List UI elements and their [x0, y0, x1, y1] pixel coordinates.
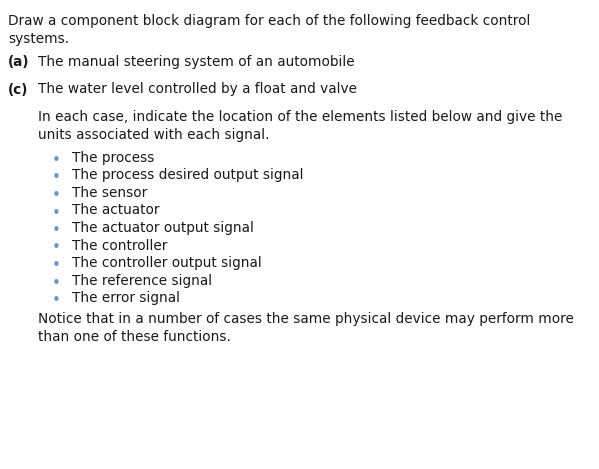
Text: •: •	[52, 241, 61, 256]
Text: The sensor: The sensor	[72, 186, 147, 200]
Text: The process: The process	[72, 151, 155, 165]
Text: The water level controlled by a float and valve: The water level controlled by a float an…	[38, 83, 357, 97]
Text: In each case, indicate the location of the elements listed below and give the: In each case, indicate the location of t…	[38, 110, 562, 124]
Text: •: •	[52, 171, 61, 186]
Text: The process desired output signal: The process desired output signal	[72, 168, 304, 182]
Text: The error signal: The error signal	[72, 291, 180, 305]
Text: The controller output signal: The controller output signal	[72, 256, 262, 270]
Text: The controller: The controller	[72, 239, 167, 252]
Text: (a): (a)	[8, 55, 29, 69]
Text: •: •	[52, 188, 61, 203]
Text: •: •	[52, 258, 61, 273]
Text: •: •	[52, 293, 61, 308]
Text: The manual steering system of an automobile: The manual steering system of an automob…	[38, 55, 355, 69]
Text: •: •	[52, 275, 61, 290]
Text: •: •	[52, 205, 61, 220]
Text: The actuator: The actuator	[72, 204, 159, 218]
Text: systems.: systems.	[8, 31, 69, 45]
Text: Draw a component block diagram for each of the following feedback control: Draw a component block diagram for each …	[8, 14, 530, 28]
Text: than one of these functions.: than one of these functions.	[38, 330, 231, 344]
Text: The reference signal: The reference signal	[72, 273, 212, 287]
Text: Notice that in a number of cases the same physical device may perform more: Notice that in a number of cases the sam…	[38, 312, 574, 326]
Text: •: •	[52, 153, 61, 168]
Text: The actuator output signal: The actuator output signal	[72, 221, 254, 235]
Text: units associated with each signal.: units associated with each signal.	[38, 128, 270, 142]
Text: (c): (c)	[8, 83, 28, 97]
Text: •: •	[52, 223, 61, 238]
